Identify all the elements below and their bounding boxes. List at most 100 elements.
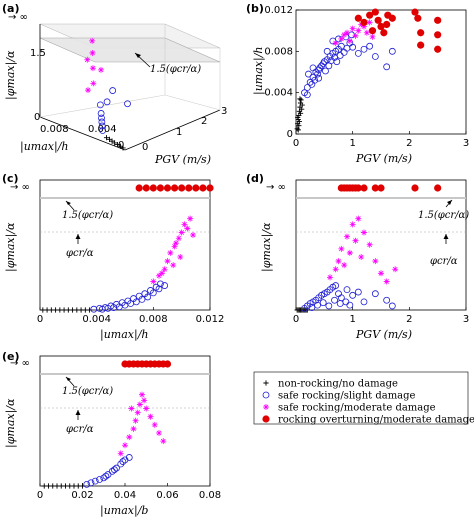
- panel-d-ticks: 0 1 2 3: [293, 307, 469, 325]
- panel-b-point: [417, 41, 425, 49]
- panel-d-point: [377, 184, 385, 192]
- panel-c-point: [164, 258, 171, 265]
- panel-b-point: [368, 27, 377, 35]
- panel-e-point: [147, 413, 154, 420]
- panel-b-label: (b): [246, 2, 264, 15]
- panel-c-point: [192, 184, 200, 192]
- panel-d: (d) → ∞ 0 1 2 3 PGV (m/s) |φmax|/α 1.5(φcr/…: [246, 172, 469, 341]
- panel-a-point: [117, 143, 124, 149]
- panel-c-point: [163, 184, 172, 192]
- panel-c-point: [199, 184, 207, 192]
- panel-c-point: [167, 249, 174, 256]
- panel-d-point: [360, 184, 368, 192]
- panel-c-lower-arrowhead: [75, 234, 81, 239]
- panel-d-xlabel: PGV (m/s): [355, 328, 412, 341]
- panel-b-point: [349, 25, 356, 32]
- panel-a-floor-back-left: [39, 94, 166, 118]
- panel-d-point: [354, 288, 362, 296]
- panel-b-point: [371, 8, 379, 16]
- panel-e-point: [110, 466, 118, 474]
- panel-c-point: [161, 266, 168, 273]
- panel-b-point: [299, 102, 305, 108]
- panel-e-xtick-label: 0.04: [114, 490, 136, 501]
- panel-e-point: [91, 477, 99, 485]
- panel-b-point: [322, 67, 329, 75]
- panel-e-xtick-label: 0.06: [156, 490, 178, 501]
- panel-c-point: [115, 303, 123, 311]
- legend-label: safe rocking/slight damage: [278, 391, 416, 402]
- panel-d-point: [371, 184, 379, 192]
- panel-c-point: [149, 184, 157, 192]
- panel-b-point: [352, 32, 359, 39]
- panel-a-point: [114, 141, 121, 148]
- panel-d-point: [372, 258, 379, 265]
- panel-e-ytick-inf: → ∞: [10, 358, 30, 369]
- panel-e-point: [119, 458, 127, 465]
- panel-e: (e) → ∞ 0 0.02 0.04 0.06 0.08 |umax|/b |φmax…: [2, 350, 221, 518]
- panel-e-point: [139, 391, 145, 398]
- legend-label: rocking overturning/moderate damage: [278, 415, 474, 426]
- panel-c-point: [178, 229, 185, 236]
- panel-b-point: [333, 58, 341, 66]
- panel-a-ztick-inf: → ∞: [8, 12, 28, 23]
- panel-d-point: [392, 266, 399, 273]
- panel-a-y-axis: [124, 109, 221, 151]
- panel-d-point: [371, 290, 379, 298]
- panel-d-frame: [295, 179, 467, 311]
- panel-b-point: [340, 48, 348, 56]
- panel-c-label: (c): [2, 172, 19, 185]
- panel-a-point: [96, 101, 104, 109]
- panel-a-point: [124, 100, 131, 108]
- legend-marker: [262, 391, 270, 399]
- panel-b-point: [309, 64, 317, 72]
- panel-b-point: [297, 110, 304, 116]
- panel-d-point: [335, 290, 342, 298]
- panel-b-point: [434, 45, 442, 53]
- panel-d-point: [355, 215, 362, 222]
- panel-a-point: [109, 87, 117, 94]
- panel-a-ytick-1: 1: [176, 127, 182, 138]
- panel-c-upper-arrowhead: [66, 201, 71, 205]
- panel-b-xtick-label: 0: [293, 138, 299, 149]
- panel-a-marks: [84, 37, 131, 151]
- panel-b-ticks: 0 1 2 3 0 0.004 0.008 0.012: [264, 5, 469, 149]
- panel-d-xtick-label: 0: [293, 314, 299, 325]
- panel-e-point: [156, 430, 162, 436]
- panel-a-point: [98, 114, 105, 122]
- panel-b-xtick-label: 3: [463, 138, 469, 149]
- panel-a-ylabel: PGV (m/s): [154, 153, 211, 166]
- panel-d-point: [342, 298, 350, 306]
- panel-b-point: [354, 14, 362, 22]
- panel-a-point: [89, 49, 96, 56]
- panel-c-xtick-label: 0.008: [139, 314, 168, 325]
- panel-d-point: [383, 296, 391, 304]
- panel-b-point: [306, 78, 314, 86]
- panel-c-point: [155, 285, 163, 293]
- panel-e-xtick-label: 0.08: [199, 490, 221, 501]
- panel-c-point: [170, 262, 177, 269]
- panel-c-point: [104, 304, 112, 312]
- panel-b-point: [383, 20, 391, 29]
- panel-a-point: [106, 136, 113, 142]
- panel-d-ytick-inf: → ∞: [266, 182, 286, 193]
- panel-d-point: [346, 249, 353, 256]
- panel-c-ann-lower: φcr/α: [66, 248, 94, 259]
- panel-c-point: [86, 307, 93, 313]
- legend-label: non-rocking/no damage: [278, 379, 398, 390]
- panel-b-point: [346, 38, 353, 44]
- panel-b-point: [434, 31, 442, 39]
- panel-e-xlabel: |umax|/b: [100, 504, 148, 518]
- panel-c-point: [206, 184, 214, 192]
- panel-e-point: [130, 425, 137, 432]
- panel-d-upper-arrowhead: [447, 200, 452, 205]
- panel-b-point: [316, 64, 324, 72]
- panel-e-point: [83, 480, 91, 488]
- panel-d-marks: [294, 184, 442, 313]
- panel-b-point: [305, 70, 312, 78]
- panel-b-ytick-label: 0: [287, 129, 293, 140]
- panel-e-point: [113, 464, 120, 472]
- panel-d-ylabel: |φmax|/α: [260, 222, 274, 272]
- panel-b-point: [336, 52, 344, 59]
